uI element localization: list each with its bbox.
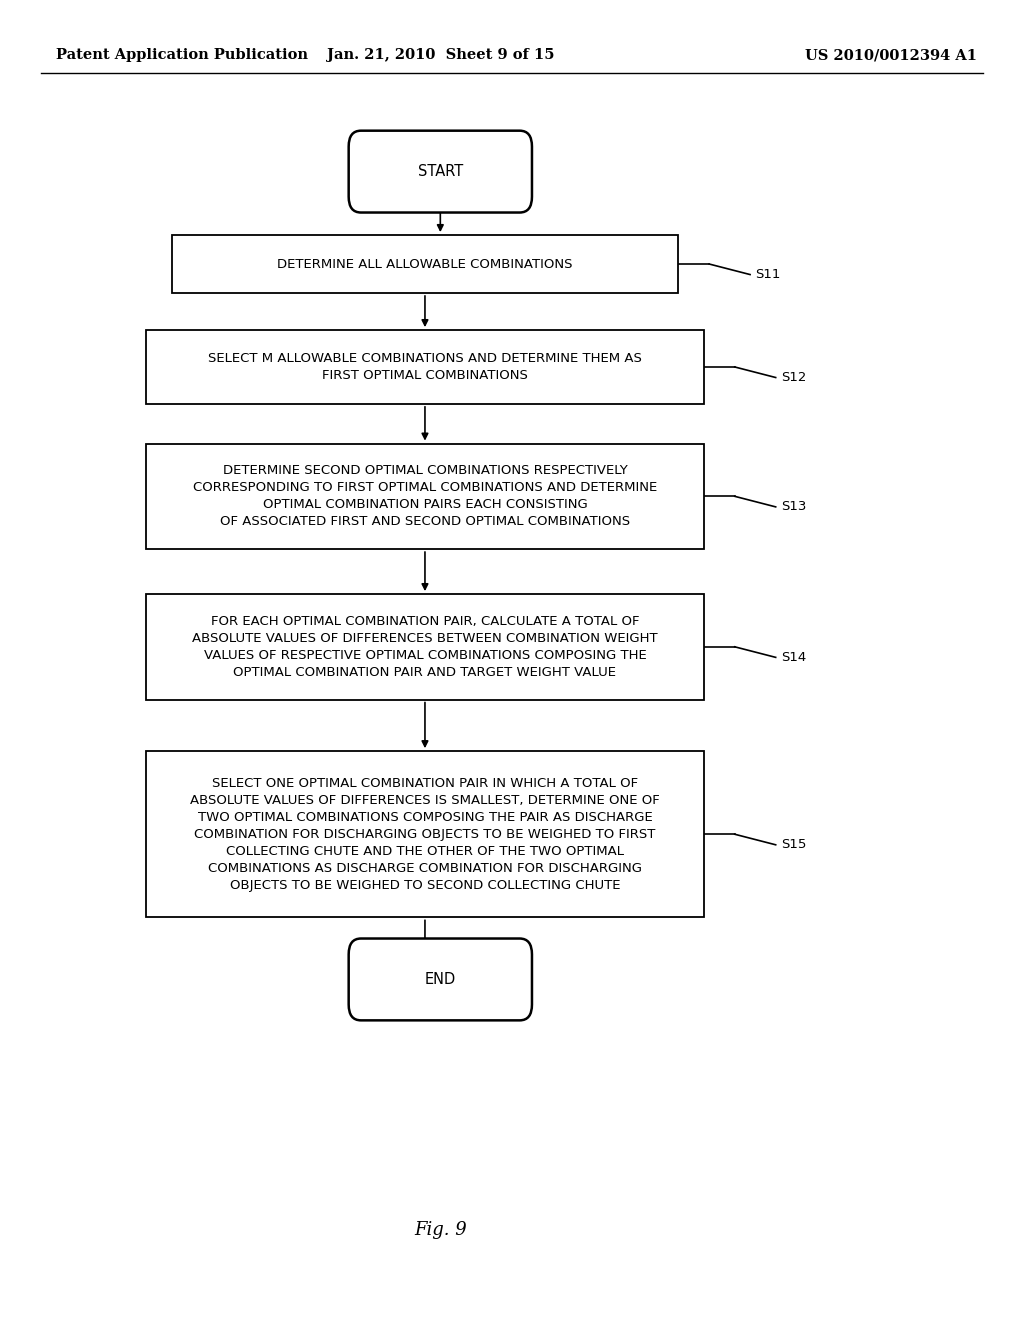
Text: DETERMINE SECOND OPTIMAL COMBINATIONS RESPECTIVELY
CORRESPONDING TO FIRST OPTIMA: DETERMINE SECOND OPTIMAL COMBINATIONS RE… <box>193 465 657 528</box>
Text: Patent Application Publication: Patent Application Publication <box>56 49 308 62</box>
Text: FOR EACH OPTIMAL COMBINATION PAIR, CALCULATE A TOTAL OF
ABSOLUTE VALUES OF DIFFE: FOR EACH OPTIMAL COMBINATION PAIR, CALCU… <box>193 615 657 678</box>
Text: START: START <box>418 164 463 180</box>
FancyBboxPatch shape <box>145 751 705 917</box>
Text: SELECT ONE OPTIMAL COMBINATION PAIR IN WHICH A TOTAL OF
ABSOLUTE VALUES OF DIFFE: SELECT ONE OPTIMAL COMBINATION PAIR IN W… <box>190 776 659 892</box>
Text: Jan. 21, 2010  Sheet 9 of 15: Jan. 21, 2010 Sheet 9 of 15 <box>327 49 554 62</box>
Text: S15: S15 <box>780 838 806 851</box>
Text: S13: S13 <box>780 500 806 513</box>
FancyBboxPatch shape <box>145 594 705 700</box>
Text: S12: S12 <box>780 371 806 384</box>
FancyBboxPatch shape <box>171 235 678 293</box>
FancyBboxPatch shape <box>348 131 532 213</box>
FancyBboxPatch shape <box>348 939 532 1020</box>
Text: DETERMINE ALL ALLOWABLE COMBINATIONS: DETERMINE ALL ALLOWABLE COMBINATIONS <box>278 257 572 271</box>
FancyBboxPatch shape <box>145 330 705 404</box>
Text: S14: S14 <box>780 651 806 664</box>
Text: US 2010/0012394 A1: US 2010/0012394 A1 <box>805 49 977 62</box>
Text: SELECT M ALLOWABLE COMBINATIONS AND DETERMINE THEM AS
FIRST OPTIMAL COMBINATIONS: SELECT M ALLOWABLE COMBINATIONS AND DETE… <box>208 352 642 381</box>
Text: S11: S11 <box>755 268 780 281</box>
FancyBboxPatch shape <box>145 444 705 549</box>
Text: Fig. 9: Fig. 9 <box>414 1221 467 1239</box>
Text: END: END <box>425 972 456 987</box>
